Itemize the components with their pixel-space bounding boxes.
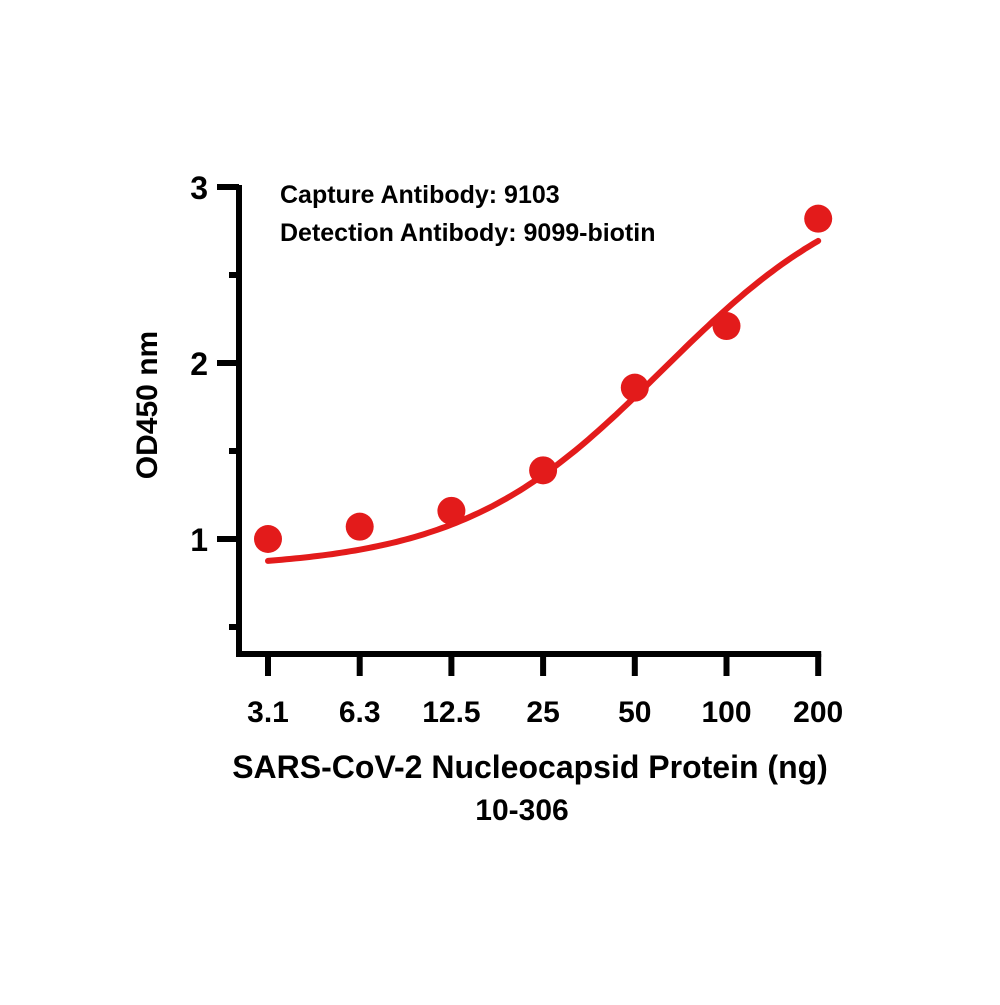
annotation-detection-antibody: Detection Antibody: 9099-biotin	[280, 219, 655, 247]
x-tick-label: 6.3	[339, 696, 381, 729]
data-points	[254, 204, 833, 553]
x-tick-label: 12.5	[422, 696, 480, 729]
y-tick-label: 3	[190, 170, 208, 206]
y-axis-label: OD450 nm	[131, 331, 164, 479]
annotation-capture-antibody: Capture Antibody: 9103	[280, 181, 560, 209]
data-point	[345, 512, 374, 541]
fit-curve-group	[265, 237, 822, 564]
data-point	[529, 456, 558, 485]
x-tick-label: 100	[701, 696, 751, 729]
data-point	[804, 204, 833, 233]
chart-subtitle: 10-306	[475, 794, 568, 827]
x-tick-label: 25	[526, 696, 559, 729]
fit-curve	[265, 237, 822, 564]
axes	[236, 185, 822, 657]
data-point	[620, 373, 649, 402]
x-tick-label: 200	[793, 696, 843, 729]
data-point	[712, 312, 741, 341]
data-point	[254, 525, 282, 553]
ticks: 1 2 3 3.1 6.3 12.5 25 50 100 200	[190, 170, 843, 729]
y-tick-label: 1	[190, 522, 208, 558]
x-tick-label: 3.1	[247, 696, 289, 729]
x-tick-label: 50	[618, 696, 651, 729]
y-tick-label: 2	[190, 346, 208, 382]
data-point	[437, 496, 466, 525]
x-axis-label: SARS-CoV-2 Nucleocapsid Protein (ng)	[232, 749, 828, 785]
